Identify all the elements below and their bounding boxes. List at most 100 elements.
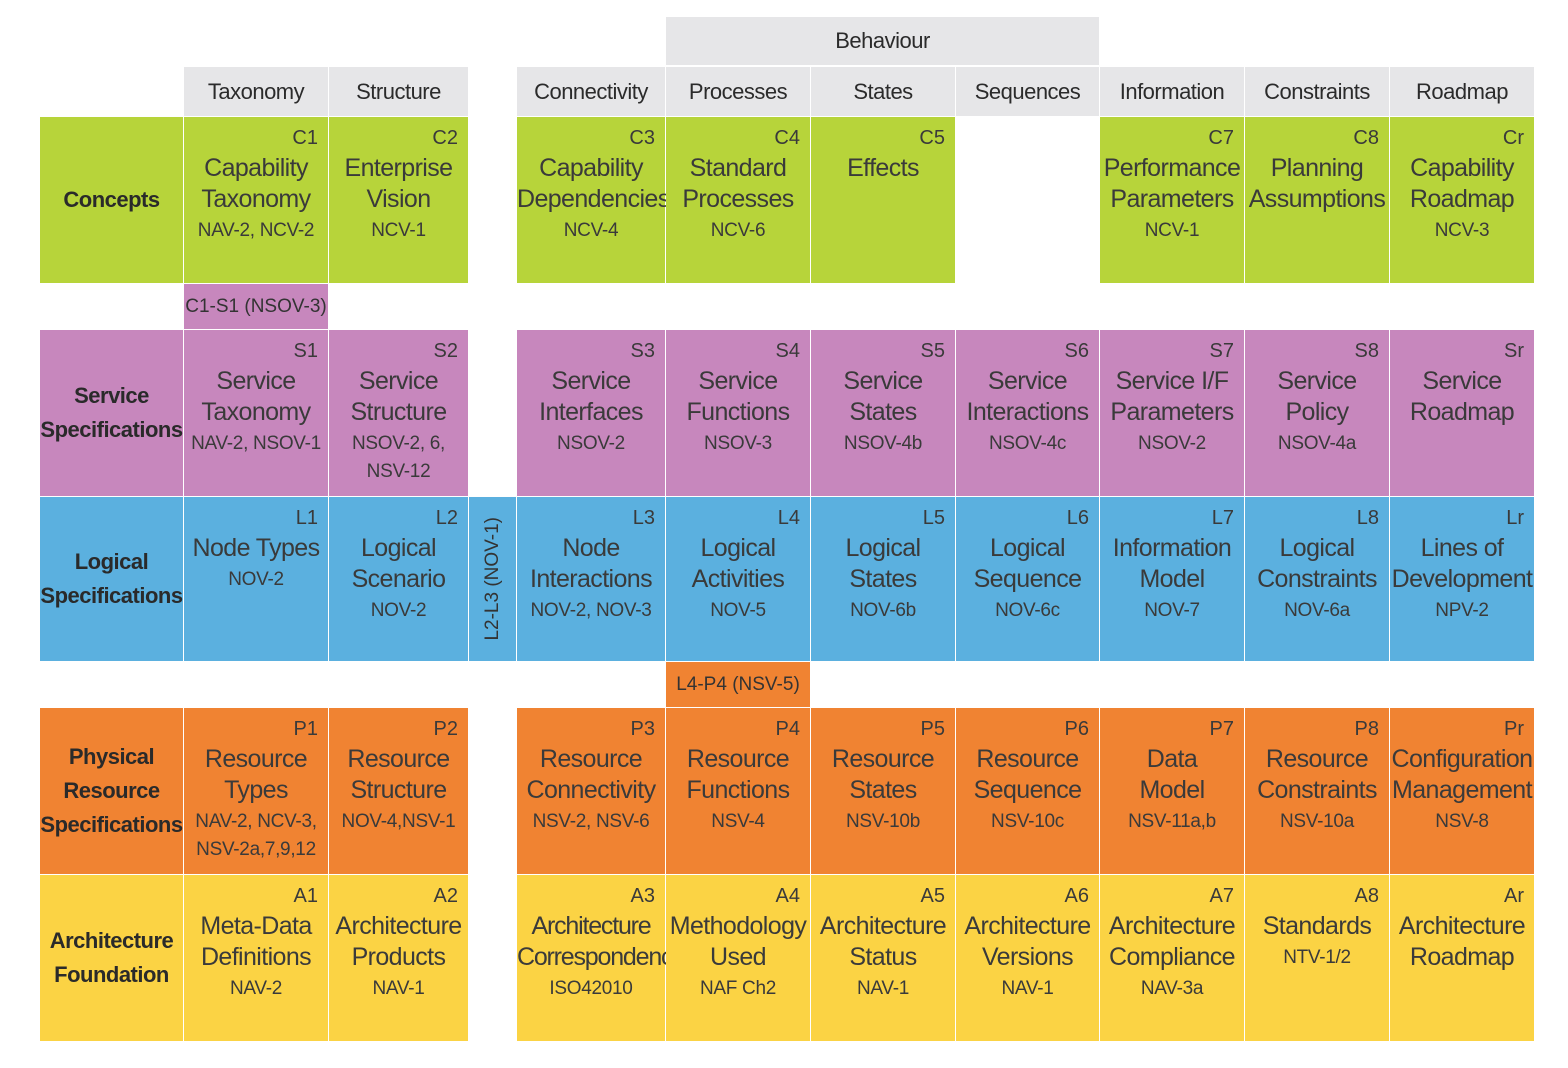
bridge-l2-l3[interactable]: L2-L3 (NOV-1) [469, 497, 516, 661]
cell-code: A1 [293, 885, 318, 907]
cell-a4[interactable]: A4 Methodology Used NAF Ch2 [666, 875, 810, 1041]
cell-ref: NTV-1/2 [1283, 947, 1351, 968]
cell-code: A4 [775, 885, 800, 907]
cell-s7[interactable]: S7 Service I/F Parameters NSOV-2 [1100, 330, 1244, 496]
cell-code: L7 [1211, 507, 1234, 529]
cell-s8[interactable]: S8 Service Policy NSOV-4a [1245, 330, 1389, 496]
cell-sr[interactable]: Sr Service Roadmap [1390, 330, 1534, 496]
row-label-service: Service Specifications [40, 330, 183, 496]
cell-title: Architecture Correspondence [517, 912, 686, 971]
cell-code: S5 [920, 340, 945, 362]
cell-s5[interactable]: S5 Service States NSOV-4b [811, 330, 955, 496]
column-header-roadmap: Roadmap [1390, 67, 1534, 116]
cell-ref: NOV-5 [710, 600, 766, 621]
cell-p5[interactable]: P5 Resource States NSV-10b [811, 708, 955, 874]
cell-ref: ISO42010 [549, 978, 633, 999]
cell-title: Capability Roadmap [1409, 154, 1515, 213]
row-label-logical: Logical Specifications [40, 497, 183, 661]
cell-c5[interactable]: C5 Effects [811, 117, 955, 283]
cell-title: Capability Taxonomy [201, 154, 311, 213]
cell-code: A8 [1354, 885, 1379, 907]
cell-c1[interactable]: C1 Capability Taxonomy NAV-2, NCV-2 [184, 117, 328, 283]
cell-p2[interactable]: P2 Resource Structure NOV-4,NSV-1 [329, 708, 468, 874]
cell-l3[interactable]: L3 Node Interactions NOV-2, NOV-3 [517, 497, 665, 661]
cell-ref: NSV-10a [1280, 811, 1354, 832]
cell-title: Architecture Roadmap [1398, 912, 1526, 971]
column-header-sequences: Sequences [956, 67, 1099, 116]
cell-ref: NAV-1 [1001, 978, 1054, 999]
cell-ref: NSOV-2 [1138, 433, 1206, 454]
cell-l5[interactable]: L5 Logical States NOV-6b [811, 497, 955, 661]
cell-title: Lines of Development [1391, 534, 1533, 593]
cell-a7[interactable]: A7 Architecture Compliance NAV-3a [1100, 875, 1244, 1041]
cell-ref: NSOV-3 [704, 433, 772, 454]
bridge-l4-p4[interactable]: L4-P4 (NSV-5) [666, 662, 810, 707]
cell-code: S7 [1209, 340, 1234, 362]
cell-s3[interactable]: S3 Service Interfaces NSOV-2 [517, 330, 665, 496]
cell-l1[interactable]: L1 Node Types NOV-2 [184, 497, 328, 661]
cell-l4[interactable]: L4 Logical Activities NOV-5 [666, 497, 810, 661]
cell-code: L1 [295, 507, 318, 529]
cell-ref: NOV-2, NOV-3 [530, 600, 652, 621]
cell-c4[interactable]: C4 Standard Processes NCV-6 [666, 117, 810, 283]
cell-c8[interactable]: C8 Planning Assumptions [1245, 117, 1389, 283]
cell-code: C3 [629, 127, 655, 149]
cell-title: Node Types [192, 534, 321, 562]
cell-a1[interactable]: A1 Meta-Data Definitions NAV-2 [184, 875, 328, 1041]
cell-title: Resource States [831, 745, 935, 804]
cell-c2[interactable]: C2 Enterprise Vision NCV-1 [329, 117, 468, 283]
cell-a8[interactable]: A8 Standards NTV-1/2 [1245, 875, 1389, 1041]
cell-a5[interactable]: A5 Architecture Status NAV-1 [811, 875, 955, 1041]
cell-title: Resource Functions [686, 745, 791, 804]
cell-p1[interactable]: P1 Resource Types NAV-2, NCV-3, NSV-2a,7,… [184, 708, 328, 874]
cell-s4[interactable]: S4 Service Functions NSOV-3 [666, 330, 810, 496]
cell-ref: NOV-7 [1144, 600, 1200, 621]
cell-l2[interactable]: L2 Logical Scenario NOV-2 [329, 497, 468, 661]
cell-code: L5 [922, 507, 945, 529]
cell-c7[interactable]: C7 Performance Parameters NCV-1 [1100, 117, 1244, 283]
cell-l8[interactable]: L8 Logical Constraints NOV-6a [1245, 497, 1389, 661]
cell-p8[interactable]: P8 Resource Constraints NSV-10a [1245, 708, 1389, 874]
cell-title: Resource Types [204, 745, 308, 804]
cell-ref: NAV-2 [229, 978, 282, 999]
cell-p4[interactable]: P4 Resource Functions NSV-4 [666, 708, 810, 874]
cell-title: Architecture Products [335, 912, 462, 971]
cell-code: A7 [1209, 885, 1234, 907]
cell-s1[interactable]: S1 Service Taxonomy NAV-2, NSOV-1 [184, 330, 328, 496]
cell-s2[interactable]: S2 Service Structure NSOV-2, 6, NSV-12 [329, 330, 468, 496]
cell-title: Planning Assumptions [1248, 154, 1386, 213]
cell-code: Ar [1504, 885, 1524, 907]
cell-ref: NCV-6 [710, 220, 766, 241]
cell-title: Architecture Status [819, 912, 947, 971]
cell-pr[interactable]: Pr Configuration Management NSV-8 [1390, 708, 1534, 874]
cell-c3[interactable]: C3 Capability Dependencies NCV-4 [517, 117, 670, 283]
cell-ref: NSOV-4a [1277, 433, 1357, 454]
cell-code: P1 [293, 718, 318, 740]
cell-ref: NCV-1 [1144, 220, 1200, 241]
column-header-processes: Processes [666, 67, 810, 116]
cell-ref: NAF Ch2 [699, 978, 777, 999]
cell-s6[interactable]: S6 Service Interactions NSOV-4c [956, 330, 1099, 496]
cell-ref: NAV-1 [856, 978, 909, 999]
cell-ref: NSV-11a,b [1128, 811, 1216, 832]
cell-p3[interactable]: P3 Resource Connectivity NSV-2, NSV-6 [517, 708, 665, 874]
cell-ref: NSV-10b [846, 811, 920, 832]
cell-a2[interactable]: A2 Architecture Products NAV-1 [329, 875, 468, 1041]
cell-code: P2 [433, 718, 458, 740]
cell-p7[interactable]: P7 Data Model NSV-11a,b [1100, 708, 1244, 874]
cell-a6[interactable]: A6 Architecture Versions NAV-1 [956, 875, 1099, 1041]
cell-title: Service Functions [686, 367, 791, 426]
cell-p6[interactable]: P6 Resource Sequence NSV-10c [956, 708, 1099, 874]
cell-code: P6 [1064, 718, 1089, 740]
cell-ar[interactable]: Ar Architecture Roadmap [1390, 875, 1534, 1041]
cell-cr[interactable]: Cr Capability Roadmap NCV-3 [1390, 117, 1534, 283]
cell-title: Service Interfaces [539, 367, 643, 426]
cell-code: P4 [775, 718, 800, 740]
cell-l7[interactable]: L7 Information Model NOV-7 [1100, 497, 1244, 661]
cell-l6[interactable]: L6 Logical Sequence NOV-6c [956, 497, 1099, 661]
cell-lr[interactable]: Lr Lines of Development NPV-2 [1390, 497, 1534, 661]
bridge-c1-s1[interactable]: C1-S1 (NSOV-3) [184, 284, 328, 329]
cell-code: C1 [292, 127, 318, 149]
cell-a3[interactable]: A3 Architecture Correspondence ISO42010 [517, 875, 686, 1041]
cell-code: Pr [1504, 718, 1524, 740]
